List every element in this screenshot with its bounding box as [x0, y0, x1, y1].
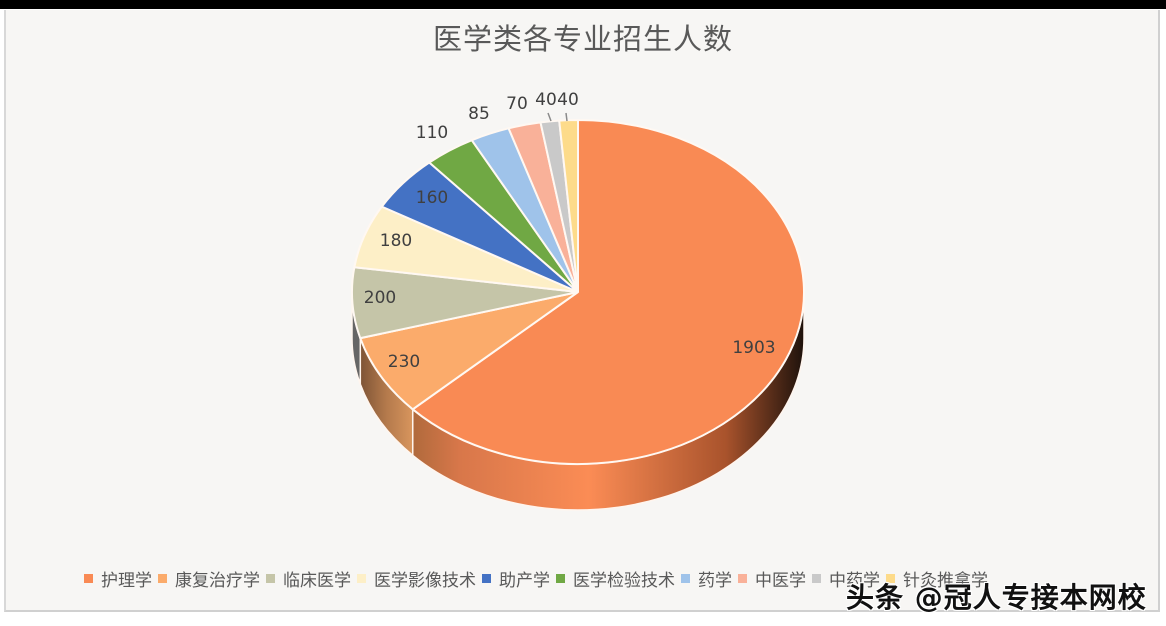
legend-label: 临床医学: [283, 571, 351, 591]
data-label: 1903: [732, 338, 775, 358]
legend-item: 中医学: [738, 566, 806, 591]
data-label: 85: [468, 104, 490, 124]
legend-item: 医学检验技术: [556, 566, 675, 591]
legend-item: 中药学: [812, 566, 880, 591]
watermark: 头条 @冠人专接本网校: [846, 581, 1147, 614]
data-label: 40: [535, 90, 557, 110]
legend-item: 医学影像技术: [357, 566, 476, 591]
legend-item: 助产学: [482, 566, 550, 591]
legend-item: 临床医学: [266, 566, 351, 591]
legend-label: 中药学: [829, 571, 880, 591]
legend-swatch-icon: [556, 574, 565, 583]
data-label: 110: [416, 123, 448, 143]
pie-slice-针灸推拿学[interactable]: [558, 118, 579, 293]
chart-title: 医学类各专业招生人数: [432, 22, 733, 56]
legend-item: 药学: [681, 566, 732, 591]
legend-swatch-icon: [266, 574, 275, 583]
legend-label: 护理学: [101, 571, 152, 591]
legend-swatch-icon: [482, 574, 491, 583]
legend-label: 康复治疗学: [175, 571, 260, 591]
data-labels: 1903 230 200 180 160 110 85 70 40 40: [364, 90, 776, 372]
legend-label: 药学: [698, 571, 732, 591]
data-label: 230: [388, 352, 420, 372]
data-label: 40: [557, 90, 579, 110]
leader-line: [565, 112, 568, 122]
legend-item: 康复治疗学: [158, 566, 260, 591]
legend-swatch-icon: [812, 574, 821, 583]
legend-swatch-icon: [158, 574, 167, 583]
legend-item: 针灸推拿学: [886, 566, 988, 591]
chart-legend: 护理学 康复治疗学 临床医学 医学影像技术 助产学 医学检验技术 药学 中医学 中药学 针灸推拿学: [84, 566, 994, 591]
legend-label: 助产学: [499, 571, 550, 591]
legend-swatch-icon: [681, 574, 690, 583]
pie-slices: [351, 118, 805, 465]
legend-label: 医学检验技术: [573, 571, 675, 591]
legend-label: 针灸推拿学: [903, 571, 988, 591]
leader-line: [547, 112, 552, 122]
legend-label: 中医学: [755, 571, 806, 591]
data-label: 200: [364, 288, 396, 308]
data-label: 180: [380, 231, 412, 251]
window-top-bar: [0, 0, 1166, 9]
legend-swatch-icon: [738, 574, 747, 583]
data-label: 160: [416, 188, 448, 208]
legend-swatch-icon: [357, 574, 366, 583]
pie-slice-康复治疗学[interactable]: [358, 291, 579, 411]
legend-label: 医学影像技术: [374, 571, 476, 591]
legend-swatch-icon: [886, 574, 895, 583]
legend-swatch-icon: [84, 574, 93, 583]
pie-slice-护理学[interactable]: [411, 118, 805, 465]
data-label: 70: [506, 94, 528, 114]
legend-item: 护理学: [84, 566, 152, 591]
